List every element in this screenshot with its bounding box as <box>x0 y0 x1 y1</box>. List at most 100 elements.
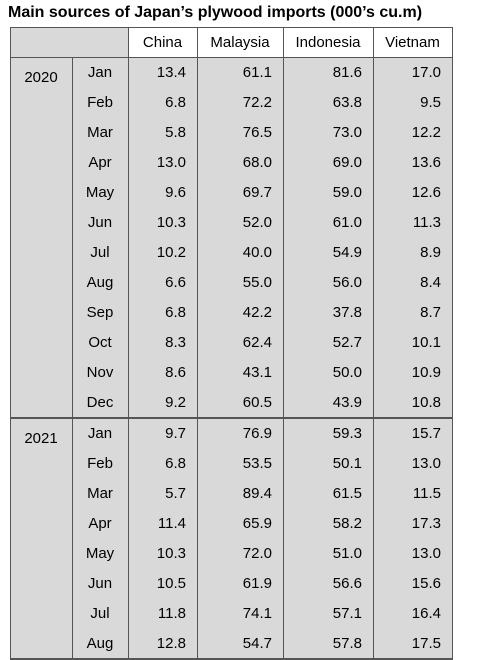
value-cell: 9.2 <box>165 393 186 411</box>
value-cell: 17.3 <box>411 514 441 532</box>
value-cell: 61.1 <box>242 63 272 81</box>
column-header: Vietnam <box>385 33 440 51</box>
column-rule <box>10 27 11 659</box>
value-cell: 13.0 <box>411 454 441 472</box>
value-cell: 5.8 <box>165 123 186 141</box>
value-cell: 81.6 <box>332 63 362 81</box>
month-label: Jul <box>90 604 110 622</box>
value-cell: 43.1 <box>242 363 272 381</box>
value-cell: 59.0 <box>332 183 362 201</box>
value-cell: 16.4 <box>411 604 441 622</box>
value-cell: 55.0 <box>242 273 272 291</box>
value-cell: 50.1 <box>332 454 362 472</box>
value-cell: 11.5 <box>412 484 441 502</box>
value-cell: 37.8 <box>332 303 362 321</box>
value-cell: 56.6 <box>332 574 362 592</box>
value-cell: 12.6 <box>411 183 441 201</box>
value-cell: 11.4 <box>157 514 186 532</box>
value-cell: 52.0 <box>242 213 272 231</box>
month-label: May <box>85 183 115 201</box>
month-label: Dec <box>86 393 114 411</box>
column-rule <box>128 27 129 659</box>
value-cell: 10.1 <box>411 333 441 351</box>
value-cell: 6.6 <box>165 273 186 291</box>
month-label: Aug <box>86 273 114 291</box>
value-cell: 17.5 <box>411 634 441 652</box>
column-rule <box>197 27 198 659</box>
value-cell: 65.9 <box>242 514 272 532</box>
value-cell: 43.9 <box>332 393 362 411</box>
column-rule <box>373 27 374 659</box>
month-label: Oct <box>88 333 112 351</box>
value-cell: 76.9 <box>242 424 272 442</box>
month-label: Feb <box>87 93 113 111</box>
value-cell: 69.0 <box>332 153 362 171</box>
value-cell: 61.0 <box>332 213 362 231</box>
value-cell: 11.8 <box>157 604 186 622</box>
column-header: Malaysia <box>210 33 270 51</box>
value-cell: 10.3 <box>156 213 186 231</box>
month-label: Nov <box>86 363 114 381</box>
group-bg <box>10 57 452 417</box>
value-cell: 74.1 <box>242 604 272 622</box>
month-label: Jul <box>90 243 110 261</box>
value-cell: 10.8 <box>411 393 441 411</box>
value-cell: 89.4 <box>242 484 272 502</box>
value-cell: 9.6 <box>165 183 186 201</box>
value-cell: 60.5 <box>242 393 272 411</box>
value-cell: 12.8 <box>156 634 186 652</box>
value-cell: 76.5 <box>242 123 272 141</box>
value-cell: 8.4 <box>420 273 441 291</box>
value-cell: 15.7 <box>411 424 441 442</box>
column-header: China <box>142 33 183 51</box>
value-cell: 57.1 <box>332 604 362 622</box>
value-cell: 42.2 <box>242 303 272 321</box>
value-cell: 61.5 <box>332 484 362 502</box>
value-cell: 15.6 <box>411 574 441 592</box>
value-cell: 11.3 <box>412 213 441 231</box>
value-cell: 57.8 <box>332 634 362 652</box>
value-cell: 10.5 <box>156 574 186 592</box>
value-cell: 69.7 <box>242 183 272 201</box>
value-cell: 10.2 <box>156 243 186 261</box>
month-label: Apr <box>88 514 112 532</box>
value-cell: 9.5 <box>420 93 441 111</box>
value-cell: 8.3 <box>165 333 186 351</box>
value-cell: 13.6 <box>411 153 441 171</box>
value-cell: 12.2 <box>411 123 441 141</box>
value-cell: 52.7 <box>332 333 362 351</box>
group-bg <box>10 418 452 658</box>
value-cell: 10.9 <box>411 363 441 381</box>
value-cell: 63.8 <box>332 93 362 111</box>
group-rule <box>10 417 453 419</box>
value-cell: 13.0 <box>411 544 441 562</box>
value-cell: 68.0 <box>242 153 272 171</box>
value-cell: 50.0 <box>332 363 362 381</box>
value-cell: 8.9 <box>420 243 441 261</box>
value-cell: 9.7 <box>165 424 186 442</box>
month-label: Feb <box>87 454 113 472</box>
month-label: May <box>85 544 115 562</box>
month-label: Jan <box>87 63 113 81</box>
value-cell: 72.0 <box>242 544 272 562</box>
value-cell: 40.0 <box>242 243 272 261</box>
month-label: Mar <box>87 484 113 502</box>
value-cell: 6.8 <box>165 454 186 472</box>
month-label: Jun <box>87 574 113 592</box>
year-label: 2020 <box>24 68 58 86</box>
column-header: Indonesia <box>295 33 361 51</box>
value-cell: 72.2 <box>242 93 272 111</box>
value-cell: 17.0 <box>411 63 441 81</box>
value-cell: 8.7 <box>420 303 441 321</box>
value-cell: 51.0 <box>332 544 362 562</box>
header-corner-bg <box>10 27 128 57</box>
value-cell: 56.0 <box>332 273 362 291</box>
column-rule <box>283 27 284 659</box>
year-label: 2021 <box>24 429 58 447</box>
table-title: Main sources of Japan’s plywood imports … <box>8 4 423 21</box>
row-rule <box>10 57 453 58</box>
value-cell: 5.7 <box>165 484 186 502</box>
month-label: Aug <box>86 634 114 652</box>
value-cell: 6.8 <box>165 303 186 321</box>
